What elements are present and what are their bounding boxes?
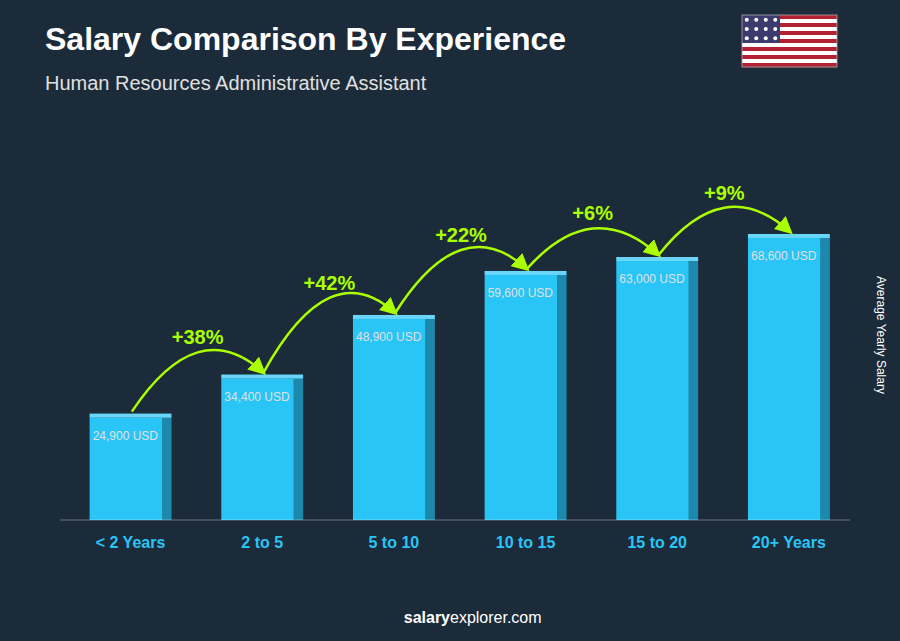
- chart-container: < 2 Years 2 to 5 5 to 10 10 to 15 15 to 20 20…: [0, 0, 900, 641]
- flag-star: [764, 27, 768, 31]
- bar-top: [616, 257, 698, 261]
- bar-top: [485, 271, 567, 275]
- change-label: +22%: [435, 224, 487, 246]
- flag-star: [754, 36, 758, 40]
- flag-stripe: [742, 59, 837, 63]
- background: [0, 0, 900, 641]
- flag-stripe: [742, 43, 837, 47]
- flag-star: [773, 18, 777, 22]
- x-tick-label: 15 to 20: [627, 534, 687, 551]
- bar-side-shade: [425, 319, 434, 520]
- x-tick-label: 5 to 10: [369, 534, 420, 551]
- bar-side: [820, 238, 829, 520]
- change-arrow: [132, 350, 264, 412]
- bar: [485, 275, 557, 520]
- change-label: +42%: [303, 272, 355, 294]
- x-tick-label: 20+ Years: [752, 534, 826, 551]
- bar-side: [294, 379, 303, 520]
- data-label: 68,600 USD: [751, 249, 817, 263]
- flag-stripe: [742, 55, 837, 59]
- data-label: 34,400 USD: [224, 390, 290, 404]
- y-axis-label: Average Yearly Salary: [874, 276, 888, 394]
- x-tick-label: < 2 Years: [96, 534, 166, 551]
- bar-side: [557, 275, 566, 520]
- x-tick-label: 2 to 5: [241, 534, 283, 551]
- bar-top-shade: [353, 315, 435, 319]
- flag-star: [745, 27, 749, 31]
- data-label: 59,600 USD: [488, 286, 554, 300]
- flag-stripe: [742, 47, 837, 51]
- bar-top: [353, 315, 435, 319]
- bar-top: [748, 234, 830, 238]
- change-label: +9%: [704, 182, 745, 204]
- flag-border: [742, 15, 837, 67]
- bar-side: [689, 261, 698, 520]
- change-label: +6%: [572, 202, 613, 224]
- bar-side-shade: [557, 275, 566, 520]
- bar-side: [162, 418, 171, 520]
- data-label: 48,900 USD: [356, 330, 422, 344]
- flag: [742, 15, 837, 67]
- flag-star: [764, 36, 768, 40]
- data-label: 24,900 USD: [93, 429, 159, 443]
- flag-star: [754, 27, 758, 31]
- bar-side-shade: [162, 418, 171, 520]
- bar: [90, 418, 162, 520]
- footer: salary: [404, 609, 450, 626]
- flag-stripe: [742, 51, 837, 55]
- bars: [90, 234, 830, 520]
- bar-top: [90, 414, 172, 418]
- change-label: +38%: [172, 326, 224, 348]
- flag-star: [754, 18, 758, 22]
- flag-star: [764, 18, 768, 22]
- change-arrow: [395, 247, 527, 313]
- bar-side-shade: [820, 238, 829, 520]
- title: Salary Comparison By Experience: [45, 21, 566, 57]
- flag-star: [773, 36, 777, 40]
- bar-top-shade: [90, 414, 172, 418]
- bar-side-shade: [689, 261, 698, 520]
- data-label: 63,000 USD: [619, 272, 685, 286]
- x-tick-label: 10 to 15: [496, 534, 556, 551]
- flag-star: [745, 18, 749, 22]
- bar: [221, 379, 293, 520]
- chart: < 2 Years 2 to 5 5 to 10 10 to 15 15 to 20 20…: [0, 0, 900, 641]
- bar: [748, 238, 820, 520]
- subtitle: Human Resources Administrative Assistant: [45, 72, 427, 94]
- flag-stripe: [742, 27, 837, 31]
- baseline: [60, 520, 850, 521]
- bar: [616, 261, 688, 520]
- bar-top-shade: [221, 375, 303, 379]
- bar-side: [425, 319, 434, 520]
- change-arrow: [264, 293, 396, 373]
- flag-star: [773, 27, 777, 31]
- bar-top: [221, 375, 303, 379]
- bar: [353, 319, 425, 520]
- flag-star: [745, 36, 749, 40]
- flag-canton: [742, 15, 780, 43]
- bar-top-shade: [616, 257, 698, 261]
- change-arrow: [659, 207, 791, 255]
- bar-side-shade: [294, 379, 303, 520]
- change-arrow: [527, 228, 659, 269]
- footer: explorer.com: [450, 609, 542, 626]
- bar-top-shade: [485, 271, 567, 275]
- bar-top-shade: [748, 234, 830, 238]
